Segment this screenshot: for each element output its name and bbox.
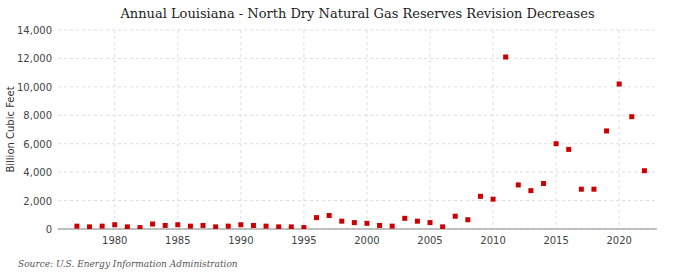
point	[137, 225, 142, 229]
point	[264, 224, 269, 229]
point	[301, 225, 306, 229]
point	[339, 219, 344, 224]
point	[226, 224, 231, 229]
point	[617, 82, 622, 87]
point	[112, 222, 117, 227]
x-grid-line	[619, 30, 620, 229]
point	[478, 194, 483, 199]
point	[528, 188, 533, 193]
y-tick-label: 10,000	[17, 82, 52, 93]
x-tick-label: 2015	[543, 235, 568, 246]
point	[213, 224, 218, 229]
point	[201, 223, 206, 228]
point	[516, 182, 521, 187]
x-tick-label: 1985	[165, 235, 190, 246]
point	[465, 217, 470, 222]
x-axis-line	[58, 229, 657, 230]
y-grid-line	[58, 200, 657, 201]
x-tick-label: 2005	[417, 235, 442, 246]
y-tick-label: 6,000	[23, 139, 52, 150]
y-axis-label: Billion Cubic Feet	[5, 86, 16, 172]
point	[289, 224, 294, 229]
y-grid-line	[58, 229, 657, 230]
point	[402, 216, 407, 221]
point	[238, 222, 243, 227]
y-grid-line	[58, 115, 657, 116]
point	[604, 128, 609, 133]
point	[175, 222, 180, 227]
x-tick-label: 1980	[102, 235, 127, 246]
point	[352, 220, 357, 225]
point	[188, 224, 193, 229]
point	[125, 224, 130, 229]
x-tick-label: 1990	[228, 235, 253, 246]
point	[642, 168, 647, 173]
x-grid-line	[114, 30, 115, 229]
y-tick-label: 0	[46, 224, 52, 235]
point	[150, 222, 155, 227]
y-tick-label: 14,000	[17, 25, 52, 36]
point	[591, 187, 596, 192]
point	[629, 114, 634, 119]
point	[440, 224, 445, 229]
x-grid-line	[430, 30, 431, 229]
point	[428, 220, 433, 225]
x-tick-label: 2010	[480, 235, 505, 246]
y-tick-label: 2,000	[23, 196, 52, 207]
point	[554, 141, 559, 146]
point	[364, 221, 369, 226]
point	[541, 181, 546, 186]
y-tick-label: 8,000	[23, 110, 52, 121]
x-grid-line	[240, 30, 241, 229]
point	[314, 215, 319, 220]
point	[390, 224, 395, 229]
x-tick-label: 2000	[354, 235, 379, 246]
point	[276, 224, 281, 229]
point	[163, 223, 168, 228]
point	[377, 223, 382, 228]
x-tick-label: 1995	[291, 235, 316, 246]
point	[491, 197, 496, 202]
x-tick-label: 2020	[606, 235, 631, 246]
point	[251, 223, 256, 228]
chart: Annual Louisiana - North Dry Natural Gas…	[0, 0, 675, 275]
y-grid-line	[58, 172, 657, 173]
point	[74, 224, 79, 229]
x-grid-line	[556, 30, 557, 229]
y-grid-line	[58, 58, 657, 59]
x-grid-line	[177, 30, 178, 229]
point	[327, 213, 332, 218]
y-tick-label: 12,000	[17, 53, 52, 64]
y-tick-label: 4,000	[23, 167, 52, 178]
y-grid-line	[58, 86, 657, 87]
point	[415, 219, 420, 224]
title: Annual Louisiana - North Dry Natural Gas…	[119, 6, 594, 21]
x-grid-line	[366, 30, 367, 229]
y-grid-line	[58, 143, 657, 144]
point	[579, 187, 584, 192]
point	[566, 147, 571, 152]
x-grid-line	[303, 30, 304, 229]
point	[503, 55, 508, 60]
grid	[58, 30, 657, 229]
source-note: Source: U.S. Energy Information Administ…	[18, 259, 238, 269]
points	[74, 55, 646, 229]
point	[87, 224, 92, 229]
point	[453, 214, 458, 219]
point	[100, 224, 105, 229]
y-grid-line	[58, 30, 657, 31]
